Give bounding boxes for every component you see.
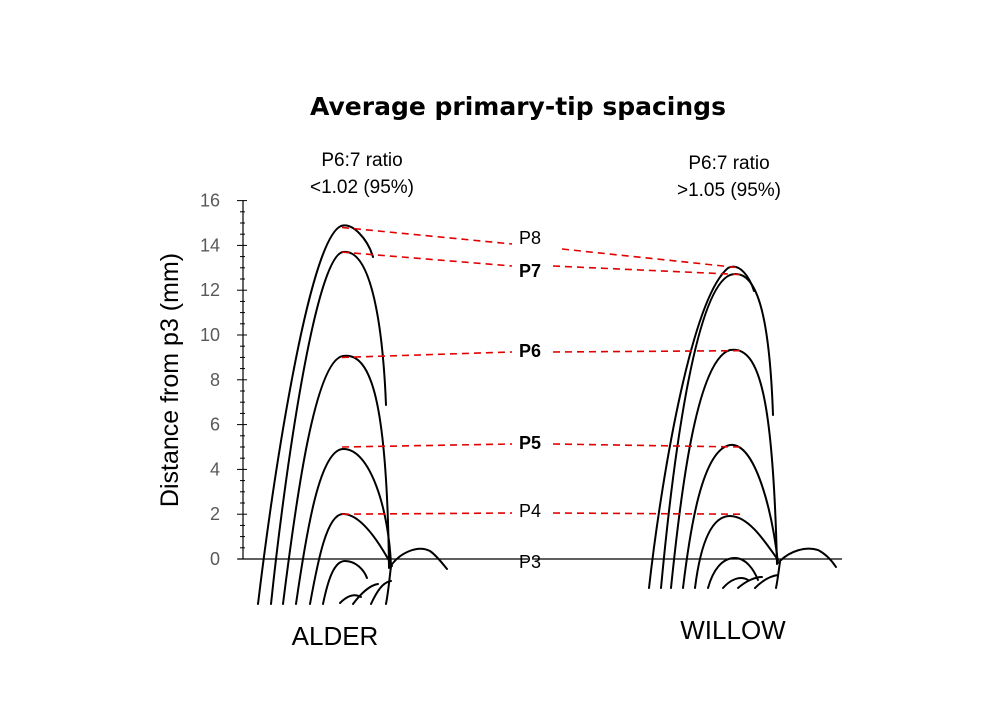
primary-label-p4: P4 (519, 501, 541, 521)
primary-labels: P8 P7 P6 P5 P4 P3 (519, 228, 541, 572)
willow-secondary-4 (775, 561, 781, 589)
alder-guide-p7 (341, 251, 513, 267)
willow-secondary-1 (722, 577, 749, 589)
willow-feather-p8 (648, 265, 755, 589)
y-tick-label: 4 (210, 459, 220, 479)
willow-secondary-2 (737, 576, 763, 589)
y-axis (237, 200, 247, 560)
alder-feather-p6 (282, 354, 390, 605)
y-tick-label: 0 (210, 549, 220, 569)
willow-label: WILLOW (680, 615, 786, 645)
alder-label: ALDER (292, 621, 379, 651)
alder-guide-p5 (341, 443, 513, 448)
alder-feather-p7 (270, 250, 387, 605)
willow-guide-p7 (552, 265, 741, 276)
willow-guide-p8 (561, 248, 741, 269)
willow-feather-p3 (707, 557, 759, 589)
willow-secondary-3 (754, 574, 779, 589)
y-tick-label: 2 (210, 504, 220, 524)
alder-guide-p4 (341, 512, 513, 515)
y-axis-label: Distance from p3 (mm) (156, 253, 184, 507)
primary-tip-guides (341, 226, 741, 515)
alder-secondary-4 (385, 566, 392, 605)
alder-guide-p8 (341, 226, 513, 245)
willow-ratio-line-1: P6:7 ratio (688, 153, 769, 174)
y-tick-label: 10 (200, 325, 220, 345)
y-tick-label: 8 (210, 370, 220, 390)
primary-label-p5: P5 (519, 433, 541, 453)
willow-guide-p5 (552, 443, 741, 448)
alder-secondary-2 (352, 583, 379, 605)
primary-label-p7: P7 (519, 261, 541, 281)
primary-label-p8: P8 (519, 228, 541, 248)
y-tick-label: 16 (200, 191, 220, 211)
y-tick-label: 12 (200, 280, 220, 300)
willow-tertial (779, 547, 837, 568)
willow-guide-p6 (552, 349, 741, 353)
diagram-title: Average primary-tip spacings (310, 92, 726, 121)
alder-ratio-line-2: <1.02 (95%) (310, 177, 414, 198)
willow-feather-p5 (682, 443, 779, 589)
primary-label-p3: P3 (519, 552, 541, 572)
y-tick-label: 6 (210, 415, 220, 435)
alder-feather-p3 (322, 560, 368, 605)
willow-ratio-line-2: >1.05 (95%) (677, 180, 781, 201)
primary-label-p6: P6 (519, 341, 541, 361)
willow-feather-p7 (660, 272, 774, 589)
alder-wing (257, 224, 448, 605)
alder-ratio-line-1: P6:7 ratio (321, 150, 402, 171)
y-tick-label: 14 (200, 235, 220, 255)
willow-wing (648, 265, 837, 589)
alder-feather-p5 (295, 447, 392, 605)
alder-feather-p8 (257, 224, 374, 605)
y-axis-tick-labels: 0 2 4 6 8 10 12 14 16 (200, 191, 220, 569)
willow-feather-p4 (694, 515, 779, 589)
willow-guide-p4 (552, 512, 741, 515)
alder-guide-p6 (341, 351, 513, 359)
alder-tertial (389, 547, 448, 570)
willow-feather-p6 (670, 348, 778, 589)
